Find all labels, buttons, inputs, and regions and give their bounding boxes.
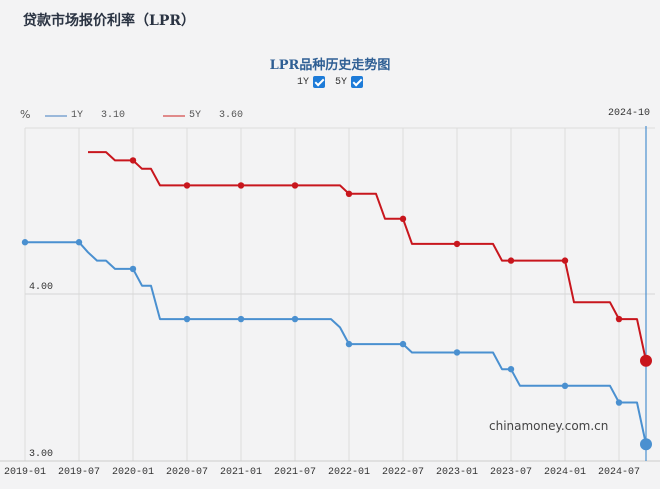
series-toggles: 1Y 5Y xyxy=(0,76,660,88)
legend-item-5y: 5Y 3.60 xyxy=(163,110,243,121)
cursor-date-label: 2024-10 xyxy=(607,108,650,119)
data-point-1y[interactable] xyxy=(345,340,353,348)
data-point-5y[interactable] xyxy=(345,190,353,197)
current-point-1y[interactable] xyxy=(640,438,652,451)
data-point-5y[interactable] xyxy=(615,315,623,323)
toggle-1y-label: 1Y xyxy=(296,76,309,88)
watermark: chinamoney.com.cn xyxy=(489,419,609,433)
data-point-1y[interactable] xyxy=(291,315,299,323)
x-tick-label: 2020-07 xyxy=(165,467,209,478)
data-point-1y[interactable] xyxy=(183,315,191,323)
data-point-1y[interactable] xyxy=(21,239,29,246)
legend-5y-swatch-icon xyxy=(163,114,185,117)
legend-item-1y: 1Y 3.10 xyxy=(45,110,125,121)
y-tick-3: 3.00 xyxy=(29,449,54,460)
data-point-1y[interactable] xyxy=(507,365,515,373)
x-tick-label: 2019-07 xyxy=(57,467,101,478)
data-point-5y[interactable] xyxy=(291,182,299,189)
legend-1y-swatch-icon xyxy=(45,114,67,117)
data-point-5y[interactable] xyxy=(237,182,245,189)
data-point-1y[interactable] xyxy=(561,382,569,390)
x-tick-label: 2023-07 xyxy=(489,467,533,478)
x-tick-label: 2020-01 xyxy=(111,467,155,478)
y-axis-unit: % xyxy=(20,108,31,121)
data-point-1y[interactable] xyxy=(615,399,623,406)
x-tick-label: 2021-07 xyxy=(273,467,317,478)
x-tick-label: 2022-07 xyxy=(381,467,425,478)
data-point-1y[interactable] xyxy=(237,315,245,323)
data-point-1y[interactable] xyxy=(399,340,407,348)
data-point-5y[interactable] xyxy=(453,240,461,248)
data-point-5y[interactable] xyxy=(129,157,137,164)
x-tick-label: 2024-07 xyxy=(597,467,641,478)
series-line-5y xyxy=(88,151,647,362)
y-tick-4: 4.00 xyxy=(29,282,54,293)
toggle-1y[interactable]: 1Y xyxy=(297,76,325,88)
toggle-5y[interactable]: 5Y xyxy=(335,76,364,88)
data-point-5y[interactable] xyxy=(561,257,569,264)
checkbox-5y-checked-icon[interactable] xyxy=(351,76,364,88)
legend-1y-value: 3.10 xyxy=(101,110,126,121)
data-point-1y[interactable] xyxy=(129,265,137,273)
page-title: 贷款市场报价利率（LPR） xyxy=(23,13,196,29)
toggle-5y-label: 5Y xyxy=(335,76,348,88)
x-tick-label: 2023-01 xyxy=(435,467,479,478)
chart-title: LPR品种历史走势图 xyxy=(269,58,391,73)
current-point-5y[interactable] xyxy=(640,354,652,367)
legend-1y-label: 1Y xyxy=(71,110,84,121)
checkbox-1y-checked-icon[interactable] xyxy=(312,76,325,88)
x-tick-label: 2019-01 xyxy=(3,467,47,478)
legend-5y-value: 3.60 xyxy=(219,110,244,121)
series-line-1y xyxy=(25,241,647,445)
data-point-5y[interactable] xyxy=(507,257,515,264)
data-point-5y[interactable] xyxy=(183,182,191,189)
data-point-1y[interactable] xyxy=(75,239,83,246)
x-tick-label: 2022-01 xyxy=(327,467,371,478)
x-tick-label: 2021-01 xyxy=(219,467,263,478)
data-point-1y[interactable] xyxy=(453,349,461,356)
data-point-5y[interactable] xyxy=(399,215,407,223)
x-tick-label: 2024-01 xyxy=(543,467,587,478)
legend-5y-label: 5Y xyxy=(189,110,202,121)
